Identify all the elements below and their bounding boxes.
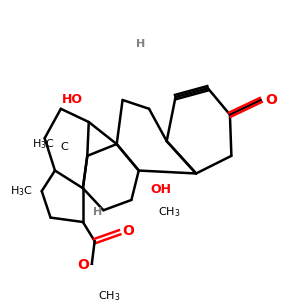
Text: O: O [77,258,89,272]
Text: C: C [60,142,68,152]
Text: O: O [265,93,277,107]
Text: O: O [122,224,134,238]
Text: H$_3$C: H$_3$C [32,137,55,151]
Text: OH: OH [150,183,171,196]
Text: H$_3$C: H$_3$C [10,184,33,198]
Text: H: H [136,39,145,49]
Text: CH$_3$: CH$_3$ [158,205,180,219]
Text: CH$_3$: CH$_3$ [98,289,121,300]
Text: HO: HO [62,94,83,106]
Text: H: H [93,207,102,217]
